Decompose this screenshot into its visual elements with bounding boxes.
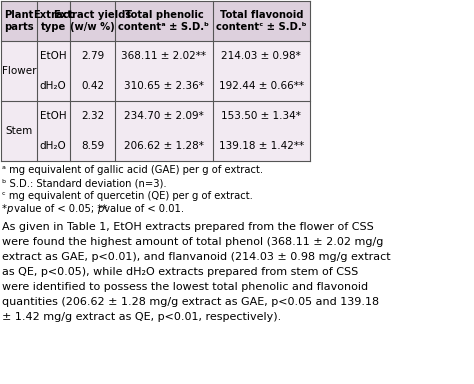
Text: 139.18 ± 1.42**: 139.18 ± 1.42** — [219, 141, 304, 151]
Text: p: p — [97, 204, 103, 214]
Text: 234.70 ± 2.09*: 234.70 ± 2.09* — [124, 111, 204, 121]
Text: ᵇ S.D.: Standard deviation (n=3).: ᵇ S.D.: Standard deviation (n=3). — [2, 178, 167, 188]
Text: 153.50 ± 1.34*: 153.50 ± 1.34* — [221, 111, 301, 121]
Text: were found the highest amount of total phenol (368.11 ± 2.02 mg/g: were found the highest amount of total p… — [2, 237, 383, 247]
Text: 192.44 ± 0.66**: 192.44 ± 0.66** — [219, 81, 304, 91]
Bar — [1, 1, 310, 41]
Text: Extract yields
(w/w %): Extract yields (w/w %) — [54, 10, 131, 32]
Text: dH₂O: dH₂O — [40, 81, 66, 91]
Text: quantities (206.62 ± 1.28 mg/g extract as GAE, p<0.05 and 139.18: quantities (206.62 ± 1.28 mg/g extract a… — [2, 297, 379, 307]
Text: ᶜ mg equivalent of quercetin (QE) per g of extract.: ᶜ mg equivalent of quercetin (QE) per g … — [2, 191, 253, 201]
Text: 2.32: 2.32 — [81, 111, 104, 121]
Text: As given in Table 1, EtOH extracts prepared from the flower of CSS: As given in Table 1, EtOH extracts prepa… — [2, 222, 374, 232]
Bar — [1, 101, 310, 161]
Text: Total flavonoid
contentᶜ ± S.D.ᵇ: Total flavonoid contentᶜ ± S.D.ᵇ — [216, 10, 307, 32]
Text: Extract
type: Extract type — [33, 10, 73, 32]
Bar — [1, 41, 310, 101]
Text: Stem: Stem — [5, 126, 32, 136]
Text: 206.62 ± 1.28*: 206.62 ± 1.28* — [124, 141, 204, 151]
Text: *: * — [2, 204, 7, 214]
Text: Total phenolic
contentᵃ ± S.D.ᵇ: Total phenolic contentᵃ ± S.D.ᵇ — [118, 10, 210, 32]
Text: ± 1.42 mg/g extract as QE, p<0.01, respectively).: ± 1.42 mg/g extract as QE, p<0.01, respe… — [2, 312, 281, 322]
Text: value of < 0.05; **: value of < 0.05; ** — [10, 204, 107, 214]
Text: EtOH: EtOH — [40, 111, 66, 121]
Text: Flower: Flower — [1, 66, 36, 76]
Text: were identified to possess the lowest total phenolic and flavonoid: were identified to possess the lowest to… — [2, 282, 368, 292]
Text: p: p — [6, 204, 13, 214]
Text: extract as GAE, p<0.01), and flanvanoid (214.03 ± 0.98 mg/g extract: extract as GAE, p<0.01), and flanvanoid … — [2, 252, 391, 262]
Text: Plant
parts: Plant parts — [4, 10, 34, 32]
Text: ᵃ mg equivalent of gallic acid (GAE) per g of extract.: ᵃ mg equivalent of gallic acid (GAE) per… — [2, 165, 263, 175]
Text: value of < 0.01.: value of < 0.01. — [101, 204, 184, 214]
Text: as QE, p<0.05), while dH₂O extracts prepared from stem of CSS: as QE, p<0.05), while dH₂O extracts prep… — [2, 267, 358, 277]
Text: EtOH: EtOH — [40, 51, 66, 61]
Text: 310.65 ± 2.36*: 310.65 ± 2.36* — [124, 81, 204, 91]
Text: dH₂O: dH₂O — [40, 141, 66, 151]
Text: 2.79: 2.79 — [81, 51, 104, 61]
Text: 8.59: 8.59 — [81, 141, 104, 151]
Text: 214.03 ± 0.98*: 214.03 ± 0.98* — [221, 51, 301, 61]
Text: 0.42: 0.42 — [81, 81, 104, 91]
Text: 368.11 ± 2.02**: 368.11 ± 2.02** — [121, 51, 207, 61]
